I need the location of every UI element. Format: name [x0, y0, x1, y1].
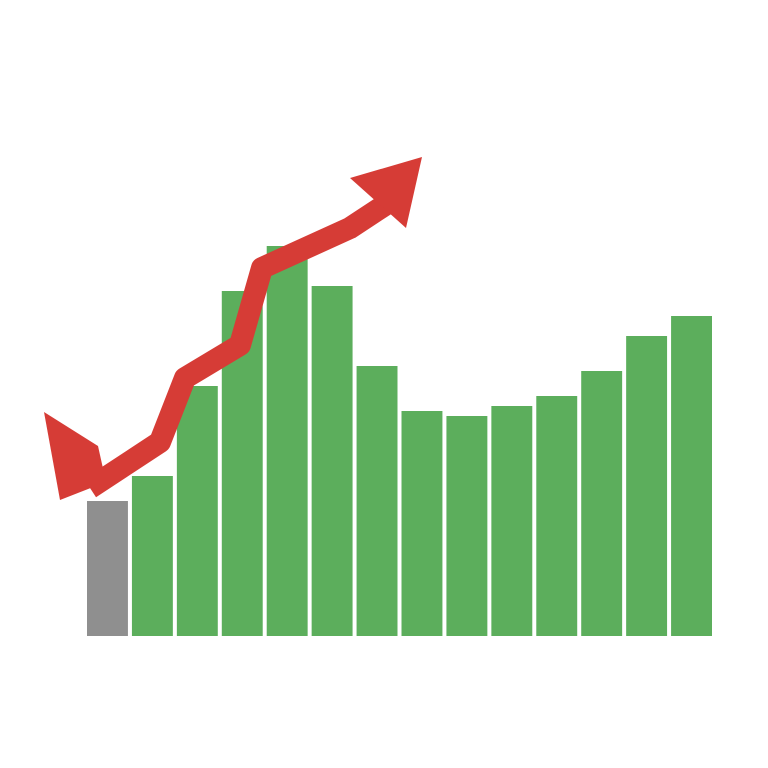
bar	[87, 501, 128, 636]
bar	[266, 246, 308, 636]
trend-arrow	[44, 157, 422, 500]
bar	[176, 386, 218, 636]
bar	[131, 476, 173, 636]
bar	[401, 411, 443, 636]
arrow-shaft	[83, 195, 392, 498]
bar	[581, 371, 623, 636]
bars	[87, 246, 712, 636]
bar	[311, 286, 353, 636]
arrow-head-left	[44, 412, 106, 500]
bar	[626, 336, 668, 636]
bar	[536, 396, 578, 636]
bar	[491, 406, 533, 636]
bar	[356, 366, 398, 636]
bar	[446, 416, 488, 636]
bar	[671, 316, 712, 636]
arrow-head-right	[350, 157, 422, 228]
